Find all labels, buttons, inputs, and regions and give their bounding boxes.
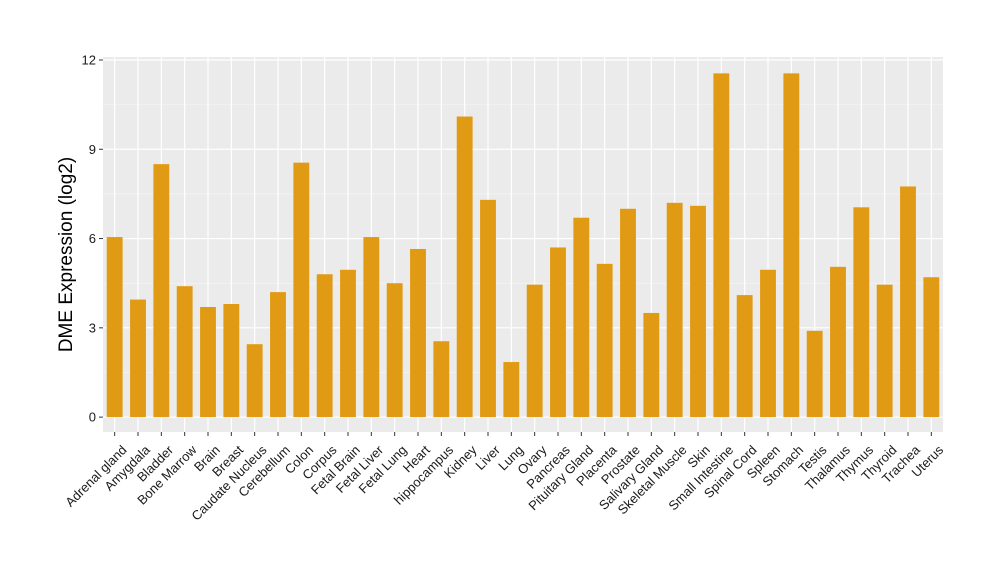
bar-spinal-cord xyxy=(736,295,753,418)
bar-bladder xyxy=(153,164,170,418)
y-tick-label: 0 xyxy=(89,410,96,425)
x-tick-label: Liver xyxy=(472,442,503,473)
y-axis-title: DME Expression (log2) xyxy=(56,157,77,352)
bar-liver xyxy=(480,199,496,418)
bar-skeletal-muscle xyxy=(666,202,683,418)
bar-thyroid xyxy=(876,284,893,418)
bar-pancreas xyxy=(550,247,566,418)
y-axis: 0 3 6 9 12 xyxy=(82,52,103,425)
bar-colon xyxy=(293,162,310,418)
bar-testis xyxy=(806,330,823,418)
bar-thalamus xyxy=(830,266,846,418)
bar-hippocampus xyxy=(433,341,450,418)
bar-caudate-nucleus xyxy=(246,344,263,418)
bar-bone-marrow xyxy=(176,286,193,418)
bar-brain xyxy=(200,307,216,418)
bar-heart xyxy=(410,248,426,418)
bar-prostate xyxy=(620,208,636,418)
bar-corpus xyxy=(316,274,333,418)
y-tick-label: 9 xyxy=(89,142,96,157)
bar-small-intestine xyxy=(713,73,730,418)
minor-gridlines xyxy=(103,104,943,373)
bar-lung xyxy=(503,362,520,418)
bar-breast xyxy=(223,304,240,418)
bar-uterus xyxy=(923,277,940,418)
bar-pituitary-gland xyxy=(573,217,590,418)
bars-group xyxy=(106,73,940,418)
bar-skin xyxy=(690,205,706,418)
bar-salivary-gland xyxy=(643,312,660,418)
bar-cerebellum xyxy=(270,292,286,418)
bar-adrenal-gland xyxy=(106,237,123,418)
bar-amygdala xyxy=(130,299,146,418)
bar-kidney xyxy=(456,116,473,418)
bar-fetal-liver xyxy=(363,237,380,418)
bar-thymus xyxy=(853,207,870,418)
y-tick-label: 6 xyxy=(89,231,96,246)
bar-spleen xyxy=(760,269,776,418)
bar-fetal-lung xyxy=(386,283,403,418)
bar-trachea xyxy=(900,186,916,418)
bar-fetal-brain xyxy=(340,269,356,418)
bar-ovary xyxy=(526,284,543,418)
bar-placenta xyxy=(596,263,613,418)
y-tick-label: 12 xyxy=(82,52,96,67)
plot-panel xyxy=(103,57,943,432)
y-tick-label: 3 xyxy=(89,320,96,335)
bar-stomach xyxy=(783,73,800,418)
